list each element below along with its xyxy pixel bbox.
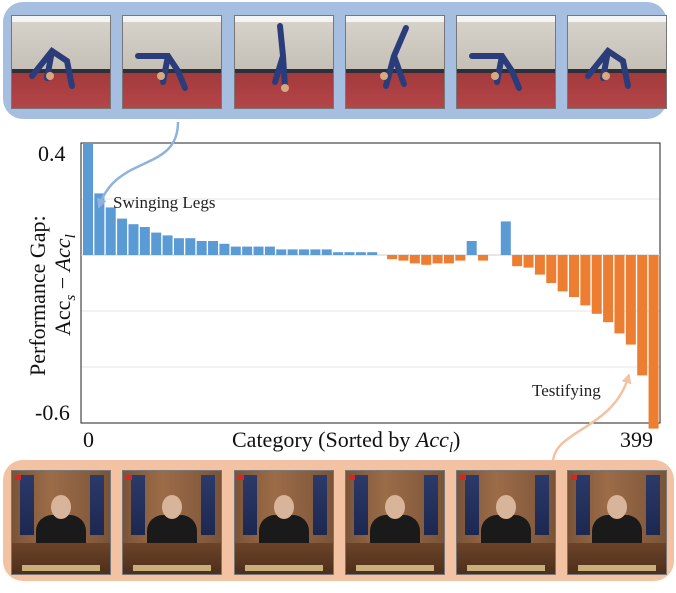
bottom-video-frame [11, 470, 111, 575]
judge-icon [51, 495, 71, 519]
bar [625, 255, 636, 345]
bar [421, 255, 432, 265]
bar [523, 255, 534, 268]
bar [580, 255, 591, 306]
bar [355, 252, 366, 255]
y-axis-label-line1: Performance Gap: [25, 215, 50, 376]
y-tick-label-top: 0.4 [38, 141, 66, 166]
judge-icon [385, 495, 405, 519]
bar [637, 255, 648, 376]
bar [208, 241, 219, 255]
judge-icon [162, 495, 182, 519]
bar [455, 255, 466, 261]
bar [242, 246, 253, 255]
bottom-video-frame [234, 470, 334, 575]
top-video-frame [567, 15, 667, 109]
gymnast-leg-swing-icon [135, 53, 188, 91]
bar [264, 246, 275, 255]
bar [128, 224, 139, 255]
y-axis-label-line2: Accs − Accl [50, 234, 79, 336]
bar [333, 252, 344, 255]
bar [367, 252, 378, 255]
top-video-frame [122, 15, 222, 109]
gymnast-bent-icon [29, 46, 75, 89]
bar [387, 255, 398, 260]
plot-frame [80, 142, 661, 424]
bar [162, 235, 173, 255]
judge-icon [274, 495, 294, 519]
bar [151, 232, 162, 255]
gymnast-handstand-icon [272, 23, 289, 92]
judge-icon [496, 495, 516, 519]
top-frame-strip [3, 2, 667, 119]
bar [105, 207, 116, 255]
annotation-testifying: Testifying [532, 381, 601, 400]
bar [117, 218, 128, 255]
y-axis-label: Performance Gap: Accs − Accl [25, 215, 79, 376]
bars [83, 143, 659, 429]
bar [321, 249, 332, 255]
gymnast-cartwheel-icon [380, 25, 409, 89]
bar [173, 238, 184, 255]
bar [534, 255, 545, 275]
bar [398, 255, 409, 261]
bar [196, 241, 207, 255]
annotation-swinging-legs: Swinging Legs [113, 193, 215, 212]
bar [466, 241, 477, 255]
bar [139, 227, 150, 255]
bar [310, 249, 321, 255]
bar [185, 238, 196, 255]
bar [83, 143, 93, 255]
arrow-from-testifying [551, 373, 632, 464]
bar [591, 255, 602, 314]
bar [276, 249, 287, 255]
gymnast-bent-icon [585, 46, 631, 89]
y-tick-label-bottom: -0.6 [35, 400, 70, 425]
top-video-frame [11, 15, 111, 109]
bottom-video-frame [122, 470, 222, 575]
bottom-video-frame [567, 470, 667, 575]
bar [546, 255, 557, 283]
arrow-to-swinging-legs [96, 121, 180, 209]
bar [219, 243, 230, 255]
judge-icon [607, 495, 627, 519]
bar [569, 255, 579, 297]
x-tick-label-right: 399 [620, 427, 653, 452]
bar [409, 255, 420, 264]
bar [603, 255, 614, 323]
bottom-video-frame [456, 470, 556, 575]
bar [614, 255, 625, 334]
bar [443, 255, 454, 264]
bar [557, 255, 568, 292]
bar [94, 193, 105, 255]
x-tick-label-left: 0 [83, 427, 94, 452]
top-video-frame [456, 15, 556, 109]
top-video-frame [234, 15, 334, 109]
bar [478, 255, 489, 261]
x-axis-label: Category (Sorted by Accl) [232, 427, 460, 456]
bar [648, 255, 659, 429]
bar [230, 246, 241, 255]
bar [253, 246, 264, 255]
bar [299, 249, 309, 255]
bar [500, 221, 511, 255]
bar [344, 252, 355, 255]
bottom-frame-strip [3, 460, 674, 581]
top-video-frame [345, 15, 445, 109]
bottom-video-frame [345, 470, 445, 575]
bar [432, 255, 443, 264]
bar [287, 249, 298, 255]
bar [512, 255, 523, 267]
gymnast-leg-swing-icon [469, 53, 522, 91]
